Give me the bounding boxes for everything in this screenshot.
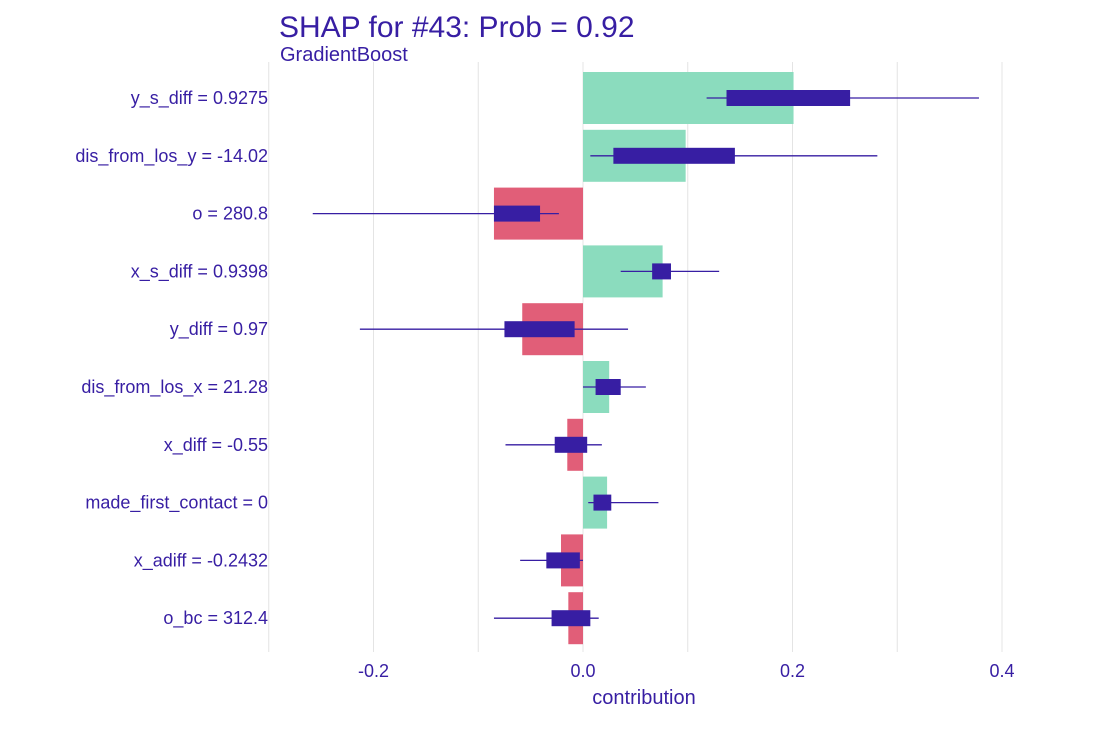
boxplot-box: [613, 147, 735, 164]
x-tick-label: 0.4: [989, 661, 1014, 681]
feature-label: dis_from_los_y = -14.02: [75, 146, 268, 167]
boxplot-box: [546, 552, 580, 569]
x-axis-ticks: -0.2 0.0 0.2 0.4: [358, 661, 1015, 681]
feature-label: y_diff = 0.97: [170, 319, 268, 340]
boxplot-box: [504, 321, 575, 338]
feature-label: y_s_diff = 0.9275: [131, 88, 268, 109]
boxplot-box: [551, 610, 591, 627]
feature-label: made_first_contact = 0: [85, 493, 268, 514]
boxplot-box: [595, 379, 621, 395]
x-tick-label: -0.2: [358, 661, 389, 681]
boxplot-box: [554, 436, 588, 453]
boxplot-box: [493, 205, 541, 222]
feature-label: dis_from_los_x = 21.28: [81, 377, 268, 398]
x-axis-label: contribution: [592, 687, 695, 709]
boxplot-box: [726, 90, 851, 106]
feature-label: x_diff = -0.55: [164, 435, 268, 456]
chart-title: SHAP for #43: Prob = 0.92: [279, 11, 635, 44]
feature-label: x_s_diff = 0.9398: [131, 261, 268, 282]
boxplot-box: [652, 263, 671, 280]
feature-labels: y_s_diff = 0.9275 dis_from_los_y = -14.02…: [75, 88, 268, 629]
feature-label: o = 280.8: [192, 204, 268, 224]
boxplots: [312, 90, 979, 627]
chart-subtitle: GradientBoost: [280, 44, 408, 66]
boxplot-box: [593, 494, 612, 511]
feature-label: x_adiff = -0.2432: [134, 550, 268, 571]
x-tick-label: 0.0: [570, 661, 595, 681]
x-tick-label: 0.2: [780, 661, 805, 681]
feature-label: o_bc = 312.4: [163, 608, 268, 629]
